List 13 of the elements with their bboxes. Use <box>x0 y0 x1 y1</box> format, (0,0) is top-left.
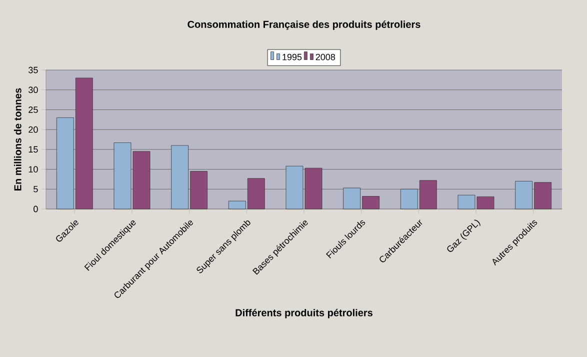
y-tick-label: 5 <box>34 186 38 192</box>
x-axis-title: Différents produits pétroliers <box>236 308 372 318</box>
y-tick-label: 0 <box>34 206 38 212</box>
y-tick-label: 25 <box>28 106 38 113</box>
legend-label: 2008 <box>316 54 336 60</box>
y-tick-label: 35 <box>28 66 38 74</box>
y-tick-label: 20 <box>28 126 38 133</box>
y-tick-label: 15 <box>28 146 38 153</box>
chart-title: Consommation Française des produits pétroliers <box>188 20 420 30</box>
y-tick-label: 10 <box>28 166 38 172</box>
y-tick-label: 30 <box>28 86 38 94</box>
y-axis-title: En millions de tonnes <box>14 88 22 190</box>
legend-label: 1995 <box>282 54 302 60</box>
